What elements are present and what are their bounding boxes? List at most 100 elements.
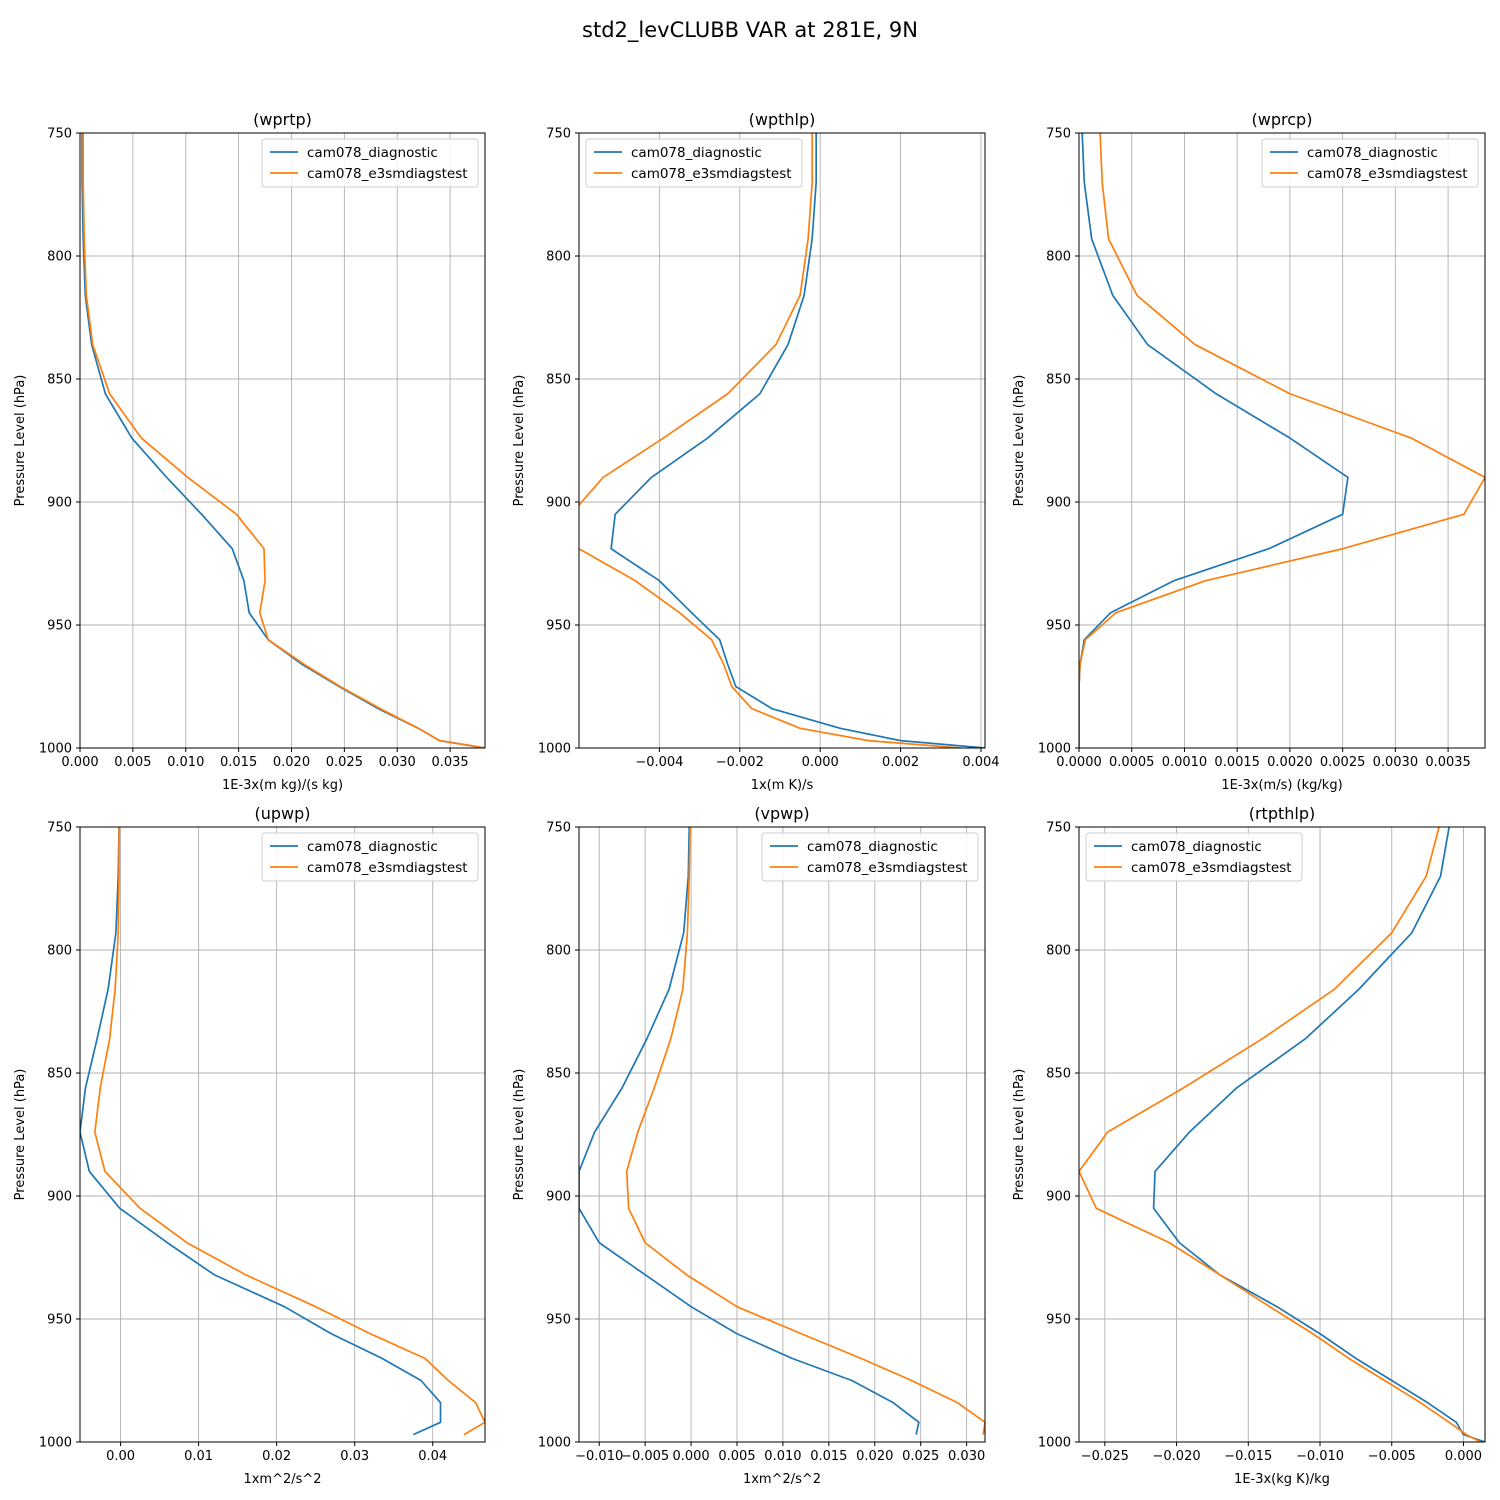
legend-entry: cam078_diagnostic xyxy=(1131,839,1262,855)
legend: cam078_diagnostic cam078_e3smdiagstest xyxy=(1261,138,1479,188)
x-tick-label: 0.005 xyxy=(718,1449,755,1464)
y-tick-label: 900 xyxy=(546,496,571,511)
legend: cam078_diagnostic cam078_e3smdiagstest xyxy=(761,832,979,882)
x-axis-label: 1E-3x(m/s) (kg/kg) xyxy=(1221,778,1342,793)
series-line-cam078_diagnostic xyxy=(610,133,985,748)
series-line-cam078_diagnostic xyxy=(1152,827,1485,1442)
y-tick-label: 800 xyxy=(1046,250,1071,265)
x-tick-label: −0.020 xyxy=(1153,1449,1201,1464)
legend: cam078_diagnostic cam078_e3smdiagstest xyxy=(261,832,479,882)
panel-title: (wprcp) xyxy=(1252,110,1313,129)
x-tick-label: −0.010 xyxy=(575,1449,623,1464)
y-tick-label: 750 xyxy=(546,127,571,142)
y-tick-label: 1000 xyxy=(39,1436,72,1451)
y-tick-label: 850 xyxy=(546,1067,571,1082)
legend-box xyxy=(1085,832,1303,882)
y-tick-label: 1000 xyxy=(538,1436,571,1451)
axes-frame xyxy=(79,826,486,1443)
y-tick-label: 900 xyxy=(47,1190,72,1205)
y-tick-label: 950 xyxy=(1046,1313,1071,1328)
series-line-cam078_diagnostic xyxy=(80,827,442,1436)
y-tick-label: 850 xyxy=(47,373,72,388)
y-tick-label: 750 xyxy=(47,821,72,836)
x-axis-label: 1xm^2/s^2 xyxy=(243,1472,321,1487)
axes-frame xyxy=(578,826,986,1443)
y-tick-label: 800 xyxy=(546,250,571,265)
x-tick-label: 0.0015 xyxy=(1214,755,1260,770)
legend-entry: cam078_e3smdiagstest xyxy=(631,166,792,182)
subplot-grid: 0.000 0.005 0.010 0.015 0.020 0.025 0.030 0.035… xyxy=(13,110,1486,1487)
legend-entry: cam078_diagnostic xyxy=(631,145,762,161)
figure-title: std2_levCLUBB VAR at 281E, 9N xyxy=(582,18,918,43)
panel-title: (upwp) xyxy=(254,804,310,823)
legend-entry: cam078_diagnostic xyxy=(307,839,438,855)
legend-entry: cam078_e3smdiagstest xyxy=(1307,166,1468,182)
panel-title: (rtpthlp) xyxy=(1249,804,1316,823)
x-tick-label: 0.004 xyxy=(962,755,999,770)
x-tick-label: −0.015 xyxy=(1224,1449,1272,1464)
subplot-vpwp: −0.010−0.005 0.000 0.005 0.010 0.015 0.020 0.0… xyxy=(512,804,986,1487)
x-tick-label: 0.015 xyxy=(810,1449,847,1464)
x-tick-label: 0.025 xyxy=(902,1449,939,1464)
series-line-cam078_e3smdiagstest xyxy=(579,133,961,748)
x-tick-label: −0.005 xyxy=(1368,1449,1416,1464)
legend-entry: cam078_e3smdiagstest xyxy=(807,860,968,876)
axes-frame xyxy=(1078,132,1486,749)
x-tick-label: 0.000 xyxy=(61,755,98,770)
y-tick-label: 750 xyxy=(47,127,72,142)
legend: cam078_diagnostic cam078_e3smdiagstest xyxy=(585,138,803,188)
x-tick-label: 0.0000 xyxy=(1056,755,1102,770)
x-tick-label: −0.004 xyxy=(635,755,683,770)
y-tick-label: 800 xyxy=(1046,944,1071,959)
legend-box xyxy=(761,832,979,882)
y-axis-label: Pressure Level (hPa) xyxy=(13,375,28,507)
legend-entry: cam078_e3smdiagstest xyxy=(1131,860,1292,876)
x-tick-label: 0.04 xyxy=(418,1449,447,1464)
legend-entry: cam078_e3smdiagstest xyxy=(307,166,468,182)
x-tick-label: 0.000 xyxy=(672,1449,709,1464)
legend: cam078_diagnostic cam078_e3smdiagstest xyxy=(261,138,479,188)
legend-entry: cam078_diagnostic xyxy=(807,839,938,855)
y-axis-label: Pressure Level (hPa) xyxy=(512,375,527,507)
y-tick-label: 950 xyxy=(546,1313,571,1328)
y-axis-label: Pressure Level (hPa) xyxy=(1012,1069,1027,1201)
y-tick-label: 1000 xyxy=(39,742,72,757)
y-tick-label: 900 xyxy=(1046,1190,1071,1205)
y-tick-label: 850 xyxy=(47,1067,72,1082)
y-tick-label: 1000 xyxy=(1038,1436,1071,1451)
x-axis-label: 1E-3x(m kg)/(s kg) xyxy=(222,778,343,793)
y-tick-label: 850 xyxy=(1046,373,1071,388)
x-tick-label: −0.025 xyxy=(1081,1449,1129,1464)
series-line-cam078_e3smdiagstest xyxy=(625,827,985,1435)
x-axis-label: 1xm^2/s^2 xyxy=(743,1472,821,1487)
y-tick-label: 800 xyxy=(47,250,72,265)
panel-title: (wprtp) xyxy=(253,110,312,129)
panel-title: (vpwp) xyxy=(754,804,809,823)
series-line-cam078_e3smdiagstest xyxy=(1079,133,1485,748)
x-tick-label: 0.025 xyxy=(326,755,363,770)
x-tick-label: −0.002 xyxy=(716,755,764,770)
legend: cam078_diagnostic cam078_e3smdiagstest xyxy=(1085,832,1303,882)
y-tick-label: 950 xyxy=(546,619,571,634)
y-tick-label: 950 xyxy=(47,1313,72,1328)
y-tick-label: 800 xyxy=(47,944,72,959)
subplot-wpthlp: −0.004 −0.002 0.000 0.002 0.004 750 800 850 900 9… xyxy=(512,110,1000,793)
x-tick-label: 0.03 xyxy=(340,1449,369,1464)
y-tick-label: 750 xyxy=(1046,127,1071,142)
x-tick-label: 0.0020 xyxy=(1267,755,1313,770)
y-tick-label: 1000 xyxy=(1038,742,1071,757)
legend-entry: cam078_e3smdiagstest xyxy=(307,860,468,876)
y-tick-label: 950 xyxy=(47,619,72,634)
y-tick-label: 900 xyxy=(546,1190,571,1205)
series-line-cam078_diagnostic xyxy=(81,133,485,748)
series-line-cam078_e3smdiagstest xyxy=(1079,827,1482,1442)
x-tick-label: 0.005 xyxy=(114,755,151,770)
subplot-upwp: 0.00 0.01 0.02 0.03 0.04 750 800 850 900 950 1000 (… xyxy=(13,804,486,1487)
x-tick-label: 0.000 xyxy=(1445,1449,1482,1464)
x-tick-label: 0.030 xyxy=(379,755,416,770)
series-line-cam078_e3smdiagstest xyxy=(82,133,485,748)
legend-box xyxy=(585,138,803,188)
axes-frame xyxy=(1078,826,1486,1443)
y-tick-label: 800 xyxy=(546,944,571,959)
x-tick-label: 0.0010 xyxy=(1162,755,1208,770)
